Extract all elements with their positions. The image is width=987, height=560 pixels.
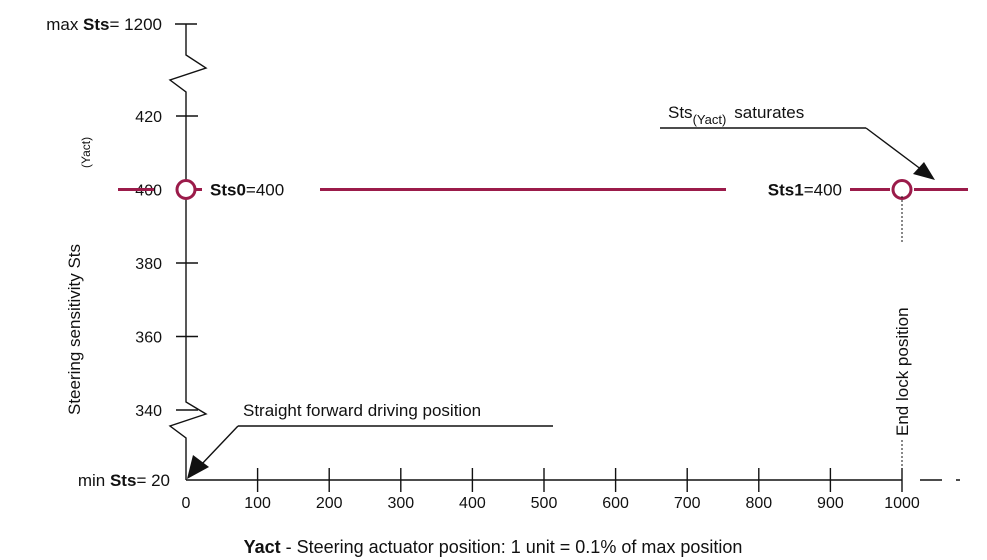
y-tick-label: 420 xyxy=(135,109,162,126)
x-tick-label: 800 xyxy=(745,495,772,512)
end-lock-label-bg xyxy=(893,242,911,440)
y-axis: 340360380400420 xyxy=(135,23,208,480)
saturates-leader-diagonal xyxy=(865,127,923,171)
x-tick-label: 700 xyxy=(674,495,701,512)
straight-forward-annotation: Straight forward driving position xyxy=(187,401,553,479)
y-tick-label: 360 xyxy=(135,330,162,347)
x-tick-label: 600 xyxy=(602,495,629,512)
x-axis: 0 100 200 300 400 500 600 700 800 900 1000 xyxy=(182,468,960,512)
straight-arrowhead xyxy=(187,455,209,479)
y-min-label: min Sts= 20 xyxy=(78,471,170,490)
x-tick-label: 1000 xyxy=(884,495,920,512)
x-tick-label: 300 xyxy=(387,495,414,512)
y-axis-line xyxy=(168,24,208,480)
y-max-label: max Sts= 1200 xyxy=(46,15,162,34)
saturates-label: Sts(Yact) saturates xyxy=(668,103,804,127)
sts1-point xyxy=(891,179,913,200)
x-tick-label: 100 xyxy=(244,495,271,512)
end-lock-label: End lock position xyxy=(893,307,912,436)
sts0-label: Sts0=400 xyxy=(210,181,284,200)
x-tick-label: 500 xyxy=(531,495,558,512)
y-tick-label: 380 xyxy=(135,256,162,273)
saturates-arrowhead xyxy=(913,162,935,180)
svg-text:(Yact): (Yact) xyxy=(79,137,93,168)
sts0-point xyxy=(175,179,197,200)
x-tick-label: 900 xyxy=(817,495,844,512)
svg-text:Steering sensitivity Sts: Steering sensitivity Sts xyxy=(65,244,84,415)
y-axis-title: Steering sensitivity Sts (Yact) xyxy=(65,137,93,415)
x-axis-title: Yact - Steering actuator position: 1 uni… xyxy=(244,537,743,557)
straight-leader-diagonal xyxy=(199,425,239,467)
sts1-label: Sts1=400 xyxy=(768,181,842,200)
straight-forward-label: Straight forward driving position xyxy=(243,401,481,420)
y-tick-label: 340 xyxy=(135,403,162,420)
end-lock-annotation: End lock position xyxy=(893,196,912,476)
x-tick-label: 400 xyxy=(459,495,486,512)
x-tick-label: 200 xyxy=(316,495,343,512)
x-tick-label: 0 xyxy=(182,495,191,512)
saturates-annotation: Sts(Yact) saturates xyxy=(660,103,935,180)
